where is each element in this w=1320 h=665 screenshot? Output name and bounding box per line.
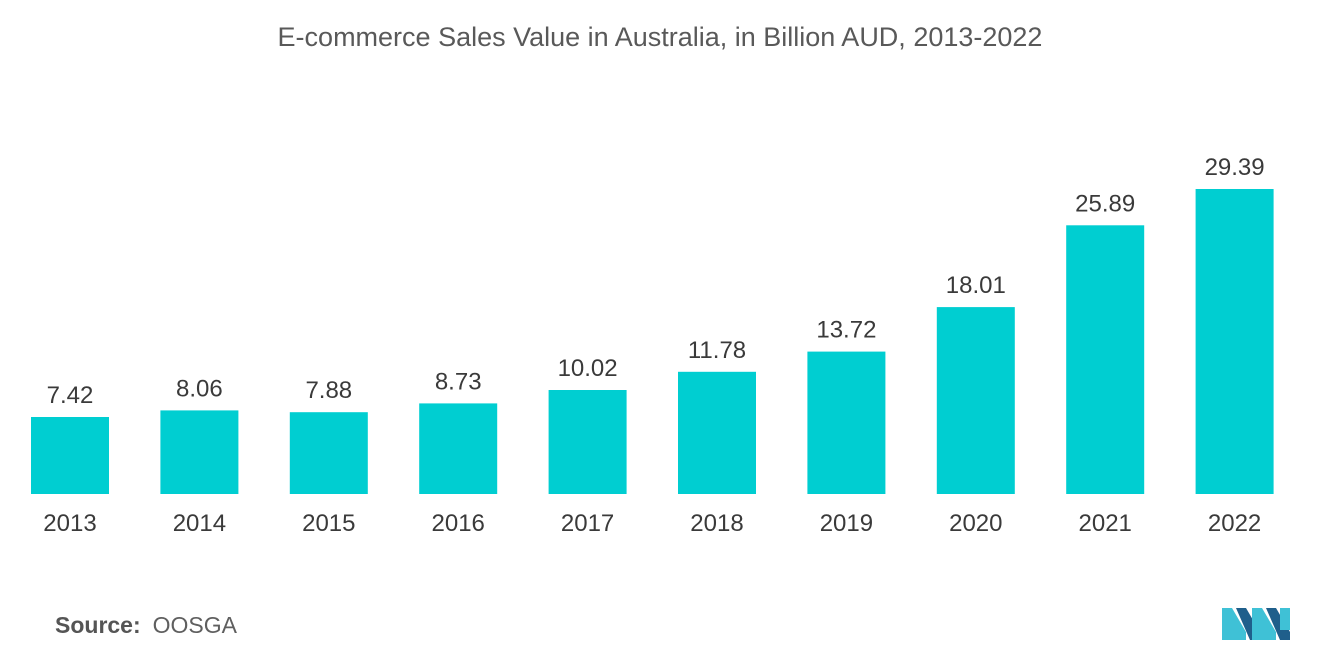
source-label: Source: — [55, 612, 141, 638]
data-label-2019: 13.72 — [816, 317, 876, 344]
data-label-2017: 10.02 — [558, 355, 618, 382]
data-label-2015: 7.88 — [305, 377, 352, 404]
bar-2016 — [419, 403, 498, 494]
bar-2017 — [548, 390, 627, 494]
x-tick-label-2016: 2016 — [432, 510, 485, 537]
data-label-2020: 18.01 — [946, 272, 1006, 299]
data-label-2021: 25.89 — [1075, 190, 1135, 217]
source-note: Source: OOSGA — [55, 612, 237, 639]
x-tick-label-2018: 2018 — [690, 510, 743, 537]
bar-2022 — [1195, 189, 1274, 494]
data-label-2014: 8.06 — [176, 375, 223, 402]
source-value: OOSGA — [152, 612, 237, 638]
bar-2015 — [289, 412, 368, 494]
chart-title: E-commerce Sales Value in Australia, in … — [277, 22, 1043, 52]
x-tick-label-2014: 2014 — [173, 510, 226, 537]
data-label-2013: 7.42 — [47, 382, 94, 409]
bar-chart: 7.42 2013 8.06 2014 7.88 2015 8.73 2016 10.02 201… — [31, 154, 1274, 537]
bar-2021 — [1066, 225, 1145, 495]
x-tick-label-2017: 2017 — [561, 510, 614, 537]
bar-2019 — [807, 351, 886, 494]
x-tick-label-2021: 2021 — [1079, 510, 1132, 537]
x-tick-label-2015: 2015 — [302, 510, 355, 537]
data-label-2016: 8.73 — [435, 368, 482, 395]
bar-2020 — [936, 307, 1015, 494]
data-label-2022: 29.39 — [1205, 154, 1265, 181]
data-label-2018: 11.78 — [688, 337, 746, 364]
x-tick-label-2020: 2020 — [949, 510, 1002, 537]
mordor-intelligence-logo-icon — [1222, 608, 1290, 640]
bar-2018 — [678, 371, 756, 494]
x-tick-label-2019: 2019 — [820, 510, 873, 537]
x-tick-label-2022: 2022 — [1208, 510, 1261, 537]
x-tick-label-2013: 2013 — [43, 510, 96, 537]
bar-2013 — [31, 417, 109, 494]
bar-2014 — [160, 410, 239, 494]
